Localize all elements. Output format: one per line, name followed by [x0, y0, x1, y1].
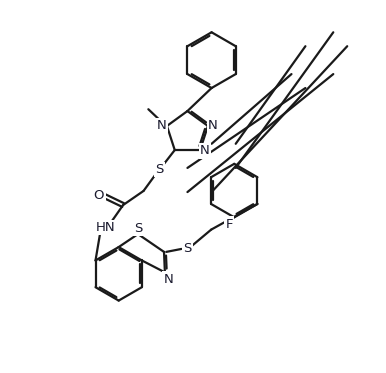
Text: N: N	[157, 119, 167, 132]
Text: N: N	[164, 273, 173, 285]
Text: O: O	[94, 188, 104, 201]
Text: N: N	[200, 144, 210, 157]
Text: S: S	[155, 163, 163, 176]
Text: N: N	[208, 119, 218, 132]
Text: HN: HN	[96, 221, 115, 234]
Text: S: S	[134, 222, 142, 235]
Text: S: S	[183, 242, 191, 255]
Text: F: F	[226, 217, 233, 231]
